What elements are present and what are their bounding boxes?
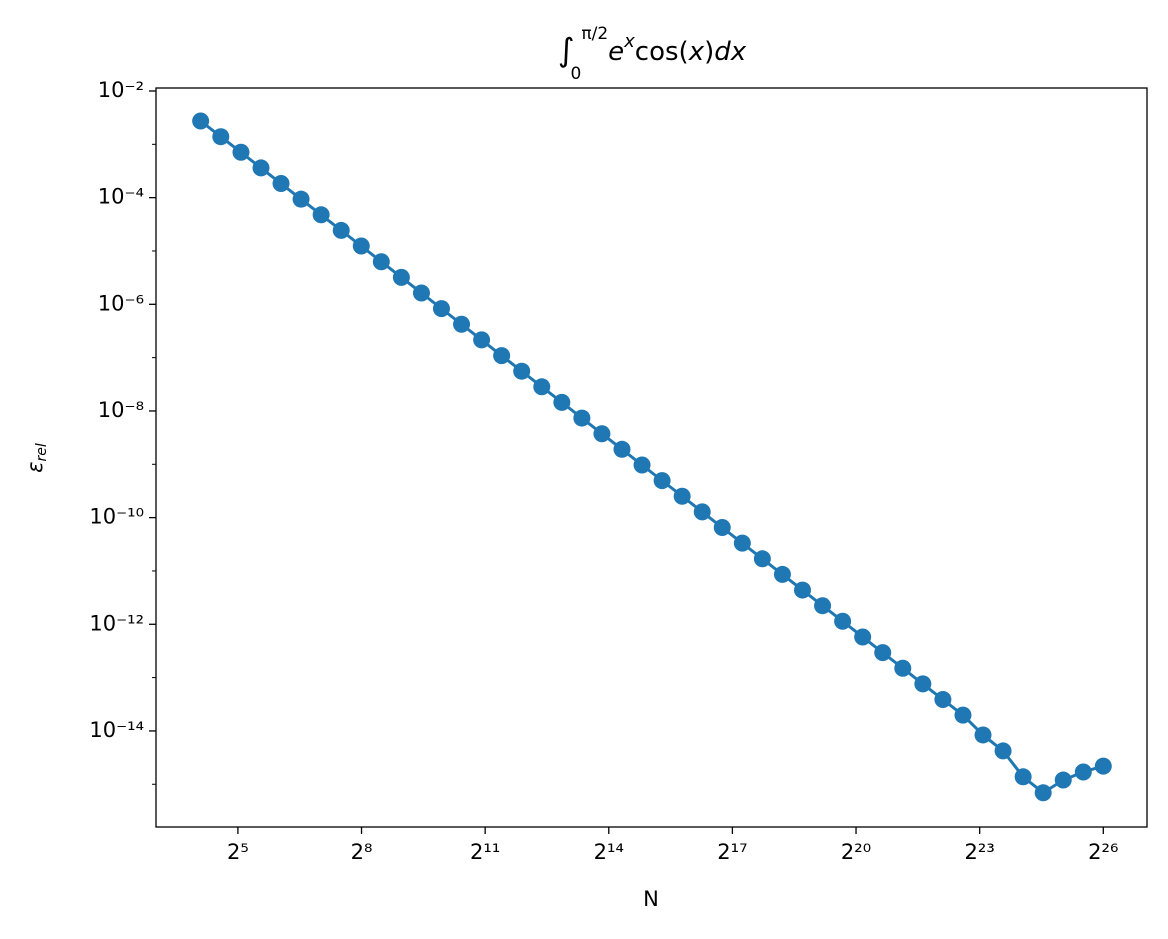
data-point [1074,763,1092,781]
data-point [1014,768,1032,786]
x-tick-label: 2¹¹ [470,840,500,864]
y-axis-label: εrel [23,443,50,473]
data-point [954,706,972,724]
x-tick-label: 2²⁶ [1088,840,1118,864]
data-point [473,331,491,349]
y-tick-label: 10⁻² [98,78,144,102]
data-point [392,268,410,286]
data-point [894,659,912,677]
data-point [332,221,350,239]
data-point [633,456,651,474]
data-point [312,206,330,224]
data-point [192,112,210,130]
data-point [934,691,952,709]
data-point [432,300,450,318]
data-point [252,159,270,177]
title-lower: 0 [571,64,582,84]
data-point [272,175,290,193]
data-point [874,644,892,662]
title-base: e [608,37,624,67]
data-point [713,519,731,537]
data-point [794,581,812,599]
x-tick-label: 2¹⁷ [717,840,747,864]
data-point [693,503,711,521]
data-point [994,742,1012,760]
title-arg: x [688,37,705,67]
data-point [513,362,531,380]
title-rest: cos( [635,37,689,67]
data-point [232,143,250,161]
data-point [974,726,992,744]
data-point [372,253,390,271]
x-tick-label: 2⁸ [351,840,373,864]
data-point [914,675,932,693]
plot-frame [155,87,1148,828]
x-tick-label: 2²³ [965,840,995,864]
data-point [834,612,852,630]
title-close: ) [704,37,714,67]
y-tick-label: 10⁻¹⁴ [89,718,144,742]
x-axis-label: N [643,887,659,911]
x-tick-label: 2²⁰ [841,840,871,864]
x-tick-label: 2¹⁴ [594,840,624,864]
y-label-sub: rel [34,443,50,461]
x-tick-label: 2⁵ [227,840,249,864]
y-tick-label: 10⁻¹² [89,611,144,635]
data-point [553,393,571,411]
data-point [613,440,631,458]
data-point [573,409,591,427]
data-point [1094,757,1112,775]
title-integral: ∫ [558,31,575,69]
data-point [453,315,471,333]
data-point [1034,784,1052,802]
y-label-symbol: ε [23,461,47,472]
data-point [533,378,551,396]
data-point [773,565,791,583]
data-point [412,284,430,302]
y-tick-label: 10⁻¹⁰ [89,505,144,529]
chart-title: ∫ 0π/2excos(x)dx [558,24,747,84]
title-d: dx [714,37,747,67]
data-point [352,237,370,255]
data-point [593,425,611,443]
data-point [292,190,310,208]
data-point [493,347,511,365]
title-upper: π/2 [581,24,608,44]
data-point [814,597,832,615]
data-point [733,534,751,552]
title-power: x [623,31,635,52]
data-point [753,550,771,568]
series-line [199,119,1104,795]
data-point [212,128,230,146]
data-point [673,487,691,505]
data-point [854,628,872,646]
y-tick-label: 10⁻⁶ [98,291,144,315]
y-tick-label: 10⁻⁸ [98,398,144,422]
data-point [653,472,671,490]
y-tick-label: 10⁻⁴ [98,185,144,209]
data-point [1054,771,1072,789]
